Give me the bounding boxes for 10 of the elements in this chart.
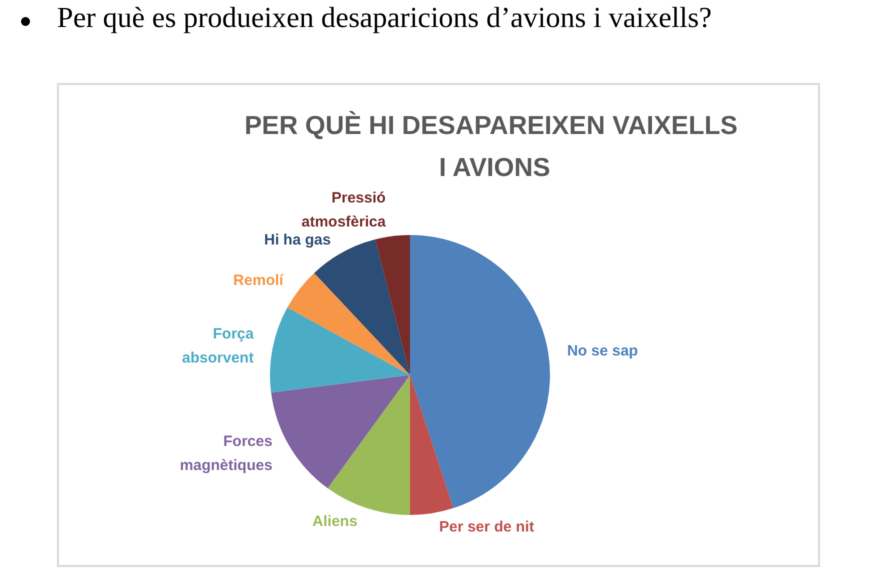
- slice-label: Remolí: [233, 272, 284, 290]
- slice-label: Per ser de nit: [439, 518, 534, 536]
- slice-label: Aliens: [312, 512, 358, 530]
- slice-label: No se sap: [567, 342, 638, 360]
- chart-title: PER QUÈ HI DESAPAREIXEN VAIXELLS I AVIONS: [244, 110, 738, 182]
- slice-label: Forces magnètiques: [180, 432, 272, 474]
- slice-label: Força absorvent: [182, 326, 254, 367]
- slice-label: Pressió atmosfèrica: [301, 190, 386, 231]
- text: Per què es produeixen desaparicions d’avions i vaixells?: [57, 2, 712, 35]
- slice-label: Hi ha gas: [264, 232, 331, 249]
